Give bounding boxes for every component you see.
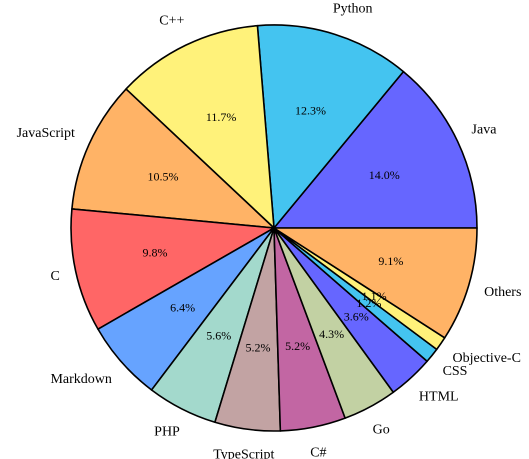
slice-value-label: 1.1%: [362, 289, 387, 303]
slice-category-label: Python: [333, 1, 373, 16]
slice-value-label: 11.7%: [206, 110, 237, 124]
pie-slice: [71, 88, 275, 229]
pie-slice: [125, 24, 275, 229]
slice-value-label: 9.1%: [378, 254, 403, 268]
slice-category-label: C: [50, 269, 59, 284]
slice-category-label: Java: [472, 123, 498, 138]
slice-category-label: CSS: [443, 364, 468, 379]
slice-category-label: Go: [373, 422, 390, 437]
slice-category-label: Markdown: [50, 372, 111, 387]
slice-value-label: 10.5%: [147, 170, 178, 184]
slice-value-label: 4.3%: [319, 327, 344, 341]
slice-category-label: TypeScript: [213, 448, 274, 459]
slice-value-label: 12.3%: [295, 104, 326, 118]
pie-slice: [256, 24, 405, 229]
slice-value-label: 1.2%: [356, 296, 381, 310]
slice-category-label: HTML: [419, 389, 459, 404]
pie-slice: [70, 208, 275, 330]
slice-value-label: 5.6%: [206, 328, 231, 342]
slice-value-label: 5.2%: [245, 340, 270, 354]
slice-category-label: C++: [159, 14, 184, 29]
slice-category-label: Objective-C: [453, 351, 521, 366]
slice-category-label: Others: [484, 285, 521, 300]
slice-value-label: 5.2%: [285, 339, 310, 353]
slice-category-label: PHP: [154, 425, 180, 440]
slice-value-label: 3.6%: [344, 310, 369, 324]
slice-value-label: 9.8%: [142, 246, 167, 260]
slice-value-label: 6.4%: [170, 300, 195, 314]
slice-category-label: C#: [310, 445, 326, 459]
slice-value-label: 14.0%: [369, 168, 400, 182]
slice-category-label: JavaScript: [17, 126, 75, 141]
pie-slice: [273, 70, 478, 229]
pie-slice: [273, 227, 478, 339]
